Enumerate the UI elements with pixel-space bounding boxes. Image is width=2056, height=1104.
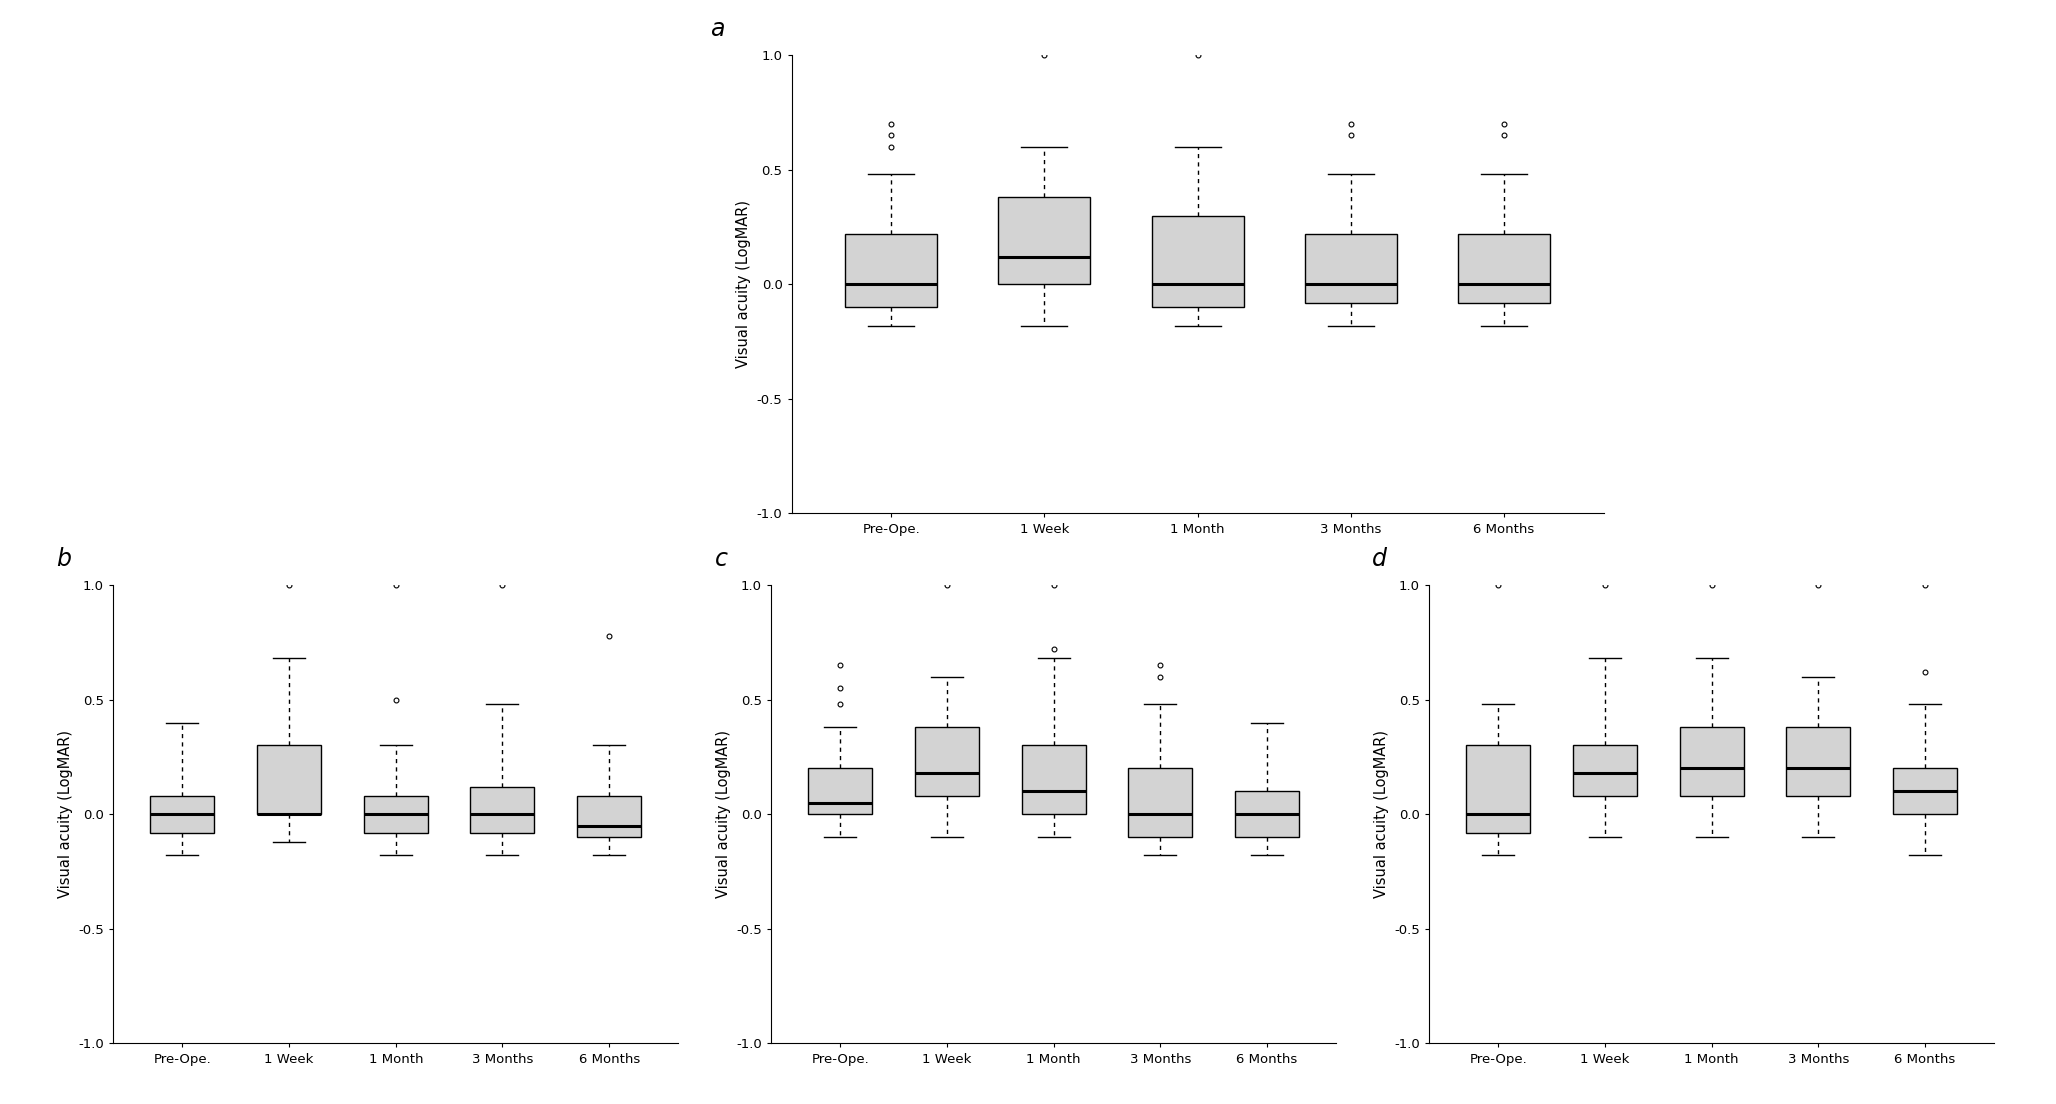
Bar — [257, 745, 321, 815]
Bar — [1466, 745, 1530, 832]
Bar — [1573, 745, 1637, 796]
Bar — [1787, 728, 1850, 796]
Bar — [364, 796, 428, 832]
Bar — [150, 796, 214, 832]
Bar — [1458, 234, 1550, 302]
Y-axis label: Visual acuity (LogMAR): Visual acuity (LogMAR) — [58, 730, 72, 899]
Text: c: c — [715, 548, 728, 572]
Y-axis label: Visual acuity (LogMAR): Visual acuity (LogMAR) — [1373, 730, 1388, 899]
Bar — [1306, 234, 1396, 302]
Y-axis label: Visual acuity (LogMAR): Visual acuity (LogMAR) — [736, 200, 750, 369]
Bar — [845, 234, 938, 307]
Text: a: a — [711, 18, 726, 42]
Bar — [915, 728, 979, 796]
Bar — [1151, 215, 1244, 307]
Text: b: b — [58, 548, 72, 572]
Bar — [1129, 768, 1192, 837]
Text: d: d — [1373, 548, 1388, 572]
Bar — [808, 768, 872, 815]
Bar — [578, 796, 641, 837]
Bar — [1236, 792, 1299, 837]
Bar — [1894, 768, 1957, 815]
Bar — [1680, 728, 1743, 796]
Bar — [999, 198, 1090, 284]
Bar — [1022, 745, 1086, 815]
Bar — [471, 787, 535, 832]
Y-axis label: Visual acuity (LogMAR): Visual acuity (LogMAR) — [715, 730, 730, 899]
